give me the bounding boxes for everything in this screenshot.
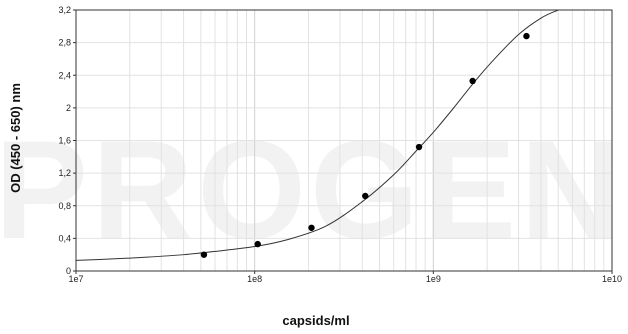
y-tick-label: 0 xyxy=(66,266,71,276)
x-tick-label: 1e7 xyxy=(68,274,83,284)
fitted-curve-line xyxy=(76,10,560,261)
x-tick-label: 1e9 xyxy=(426,274,441,284)
data-points xyxy=(200,32,530,258)
data-point xyxy=(469,77,476,85)
x-tick-labels: 1e7 1e8 1e9 1e10 xyxy=(68,271,622,284)
x-tick-label: 1e10 xyxy=(602,274,622,284)
data-point xyxy=(200,251,208,258)
fitted-curve xyxy=(76,10,560,261)
y-tick-label: 2,4 xyxy=(58,70,71,80)
y-tick-label: 3,2 xyxy=(58,5,71,15)
y-tick-labels: 0 0,4 0,8 1,2 1,6 2 2,4 2,8 3,2 xyxy=(58,5,76,276)
grid xyxy=(75,9,612,272)
y-tick-label: 1,6 xyxy=(58,136,71,146)
y-tick-label: 2,8 xyxy=(58,38,71,48)
y-axis-title: OD (450 - 650) nm xyxy=(8,83,23,193)
data-point xyxy=(308,224,315,231)
x-axis-title: capsids/ml xyxy=(282,313,349,328)
y-tick-label: 0,4 xyxy=(58,233,71,243)
data-point xyxy=(254,240,261,248)
x-tick-label: 1e8 xyxy=(247,274,262,284)
watermark-text: PROGEN xyxy=(0,111,625,268)
data-point xyxy=(523,32,530,40)
data-point xyxy=(362,192,369,200)
data-point xyxy=(415,143,423,151)
y-tick-label: 1,2 xyxy=(58,168,71,178)
y-tick-label: 2 xyxy=(66,103,71,113)
y-tick-label: 0,8 xyxy=(58,201,71,211)
